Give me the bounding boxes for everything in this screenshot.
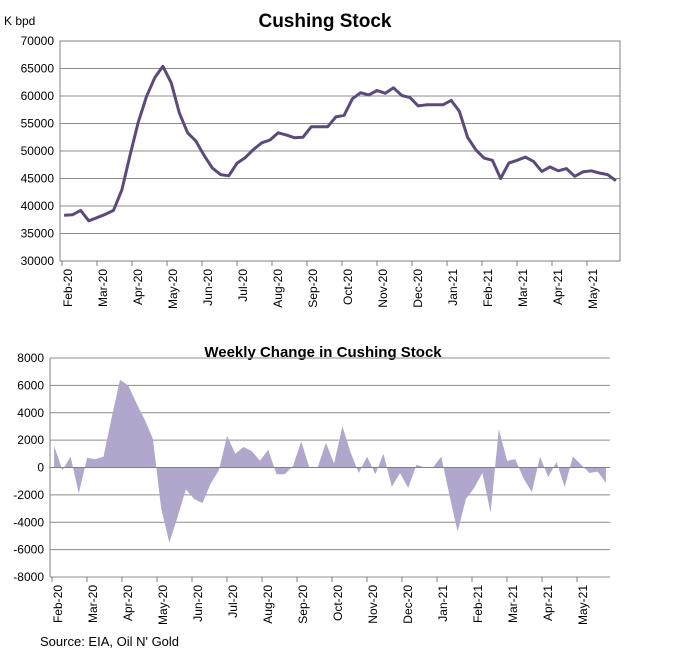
- y-tick-label: 60000: [21, 89, 55, 103]
- x-tick-label: Feb-21: [481, 269, 495, 307]
- y-tick-label: 70000: [21, 34, 55, 48]
- line-chart: Cushing Stock K bpd 30000 35000 40000 45000…: [4, 11, 621, 309]
- x-tick-label: Dec-20: [411, 269, 425, 308]
- chart1-series-line: [64, 64, 617, 223]
- x-tick-label: Jun-20: [201, 269, 215, 306]
- x-tick-label: May-21: [576, 585, 590, 625]
- x-tick-label: Oct-20: [331, 585, 345, 621]
- chart2-series-area: [54, 379, 606, 543]
- x-tick-label: Mar-21: [506, 585, 520, 623]
- y-tick-label: 6000: [17, 378, 44, 392]
- x-tick-label: Mar-20: [96, 269, 110, 307]
- chart1-ylabel: K bpd: [4, 14, 35, 28]
- x-tick-label: Jan-21: [446, 269, 460, 306]
- x-tick-label: Mar-21: [516, 269, 530, 307]
- y-tick-label: -4000: [13, 515, 44, 529]
- x-tick-label: Feb-20: [61, 269, 75, 307]
- x-tick-label: Sep-20: [296, 585, 310, 624]
- chart1-plot-frame: [59, 40, 621, 262]
- y-tick-label: 40000: [21, 199, 55, 213]
- source-note: Source: EIA, Oil N' Gold: [40, 634, 180, 649]
- x-tick-label: Aug-20: [271, 269, 285, 308]
- y-tick-label: -8000: [13, 570, 44, 584]
- x-tick-label: Sep-20: [306, 269, 320, 308]
- x-tick-label: Apr-21: [551, 269, 565, 305]
- y-tick-label: 8000: [17, 351, 44, 365]
- chart1-gridlines: [60, 40, 620, 262]
- chart2-y-ticks: -8000 -6000 -4000 -2000 0 2000 4000 6000 8000: [13, 351, 44, 584]
- x-tick-label: May-20: [166, 269, 180, 309]
- x-tick-label: Mar-20: [86, 585, 100, 623]
- y-tick-label: 30000: [21, 254, 55, 268]
- x-tick-label: May-21: [586, 269, 600, 309]
- chart1-y-ticks: 30000 35000 40000 45000 50000 55000 60000 65000…: [21, 34, 55, 268]
- y-tick-label: 45000: [21, 172, 55, 186]
- y-tick-label: 65000: [21, 62, 55, 76]
- x-tick-label: Feb-21: [471, 585, 485, 623]
- x-tick-label: May-20: [156, 585, 170, 625]
- x-tick-label: Apr-21: [541, 585, 555, 621]
- x-tick-label: Jul-20: [226, 585, 240, 618]
- x-tick-label: Apr-20: [131, 269, 145, 305]
- y-tick-label: -2000: [13, 488, 44, 502]
- x-tick-label: Jun-20: [191, 585, 205, 622]
- area-chart: Weekly Change in Cushing Stock -8000 -600…: [13, 344, 610, 625]
- y-tick-label: 2000: [17, 433, 44, 447]
- x-tick-label: Nov-20: [366, 585, 380, 624]
- x-tick-label: Feb-20: [51, 585, 65, 623]
- y-tick-label: -6000: [13, 543, 44, 557]
- y-tick-label: 0: [37, 461, 44, 475]
- chart1-title: Cushing Stock: [258, 11, 391, 32]
- x-tick-label: Aug-20: [261, 585, 275, 624]
- y-tick-label: 55000: [21, 117, 55, 131]
- x-tick-label: Nov-20: [376, 269, 390, 308]
- x-tick-label: Dec-20: [401, 585, 415, 624]
- y-tick-label: 50000: [21, 144, 55, 158]
- x-tick-label: Apr-20: [121, 585, 135, 621]
- x-tick-label: Oct-20: [341, 269, 355, 305]
- chart1-x-ticks: Feb-20 Mar-20 Apr-20 May-20 Jun-20 Jul-20 Aug-…: [61, 261, 600, 309]
- y-tick-label: 35000: [21, 227, 55, 241]
- x-tick-label: Jul-20: [236, 269, 250, 302]
- chart2-x-ticks: Feb-20 Mar-20 Apr-20 May-20 Jun-20 Jul-20 Aug-…: [51, 577, 590, 625]
- chart2-title: Weekly Change in Cushing Stock: [204, 344, 442, 361]
- x-tick-label: Jan-21: [436, 585, 450, 622]
- y-tick-label: 4000: [17, 406, 44, 420]
